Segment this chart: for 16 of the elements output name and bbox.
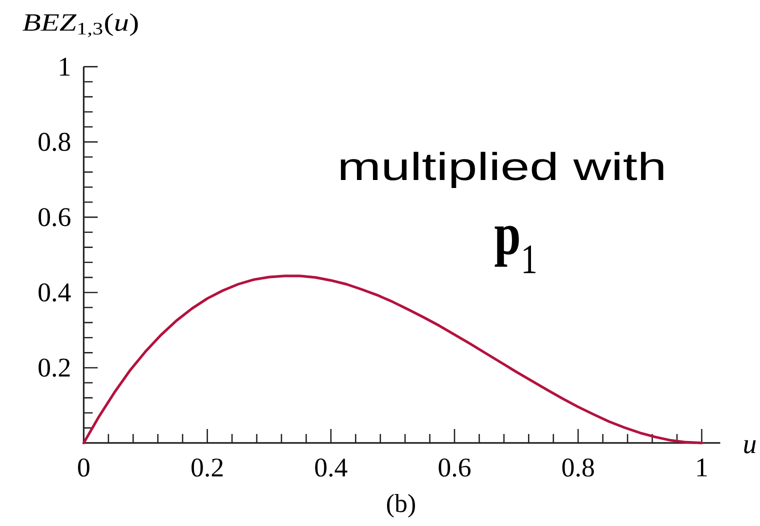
x-tick-label: 0.8 bbox=[562, 458, 594, 477]
x-tick-label: 1 bbox=[697, 458, 707, 476]
y-axis-title: BEZ$_{1,3}$(u) bbox=[22, 13, 138, 38]
x-tick-label: 0.4 bbox=[315, 458, 348, 477]
x-tick-label: 0.2 bbox=[192, 458, 223, 477]
y-tick-label: 0.4 bbox=[38, 283, 71, 302]
x-axis-title: u bbox=[744, 440, 756, 454]
annotation: p$_{1}$ bbox=[494, 226, 536, 274]
text: (b) bbox=[387, 494, 415, 518]
y-tick-label: 0.2 bbox=[38, 358, 70, 377]
y-tick-label: 0.6 bbox=[38, 208, 70, 226]
y-tick-label: 0.8 bbox=[38, 132, 70, 152]
y-tick-label: 1 bbox=[60, 58, 70, 76]
annotation: multiplied with bbox=[340, 152, 664, 188]
x-tick-label: 0 bbox=[78, 458, 90, 477]
x-tick-label: 0.6 bbox=[438, 458, 471, 477]
